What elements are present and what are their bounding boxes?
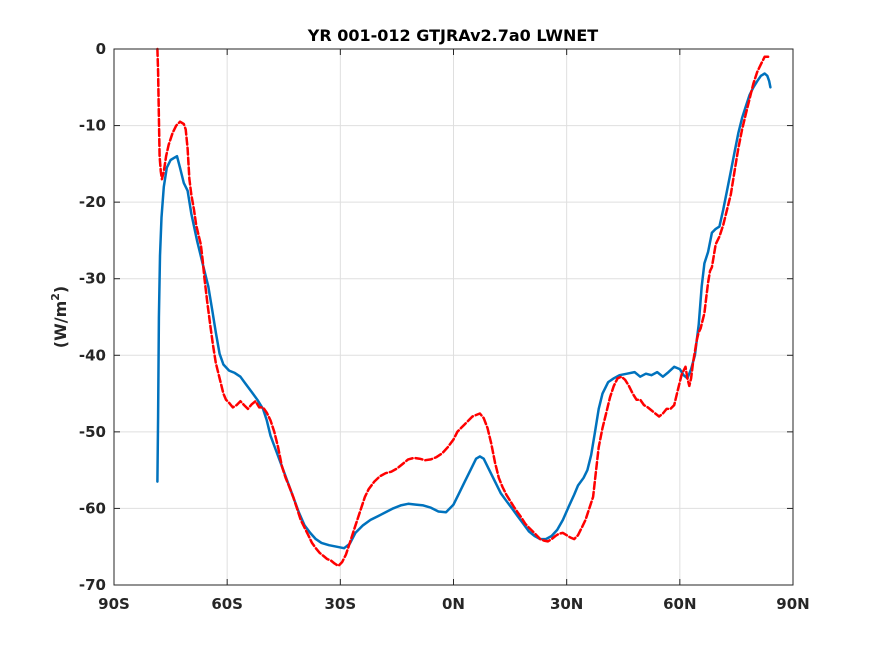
x-tick-label: 90N bbox=[776, 595, 809, 613]
series-line-1 bbox=[156, 72, 772, 550]
y-tick-label: -30 bbox=[79, 270, 106, 288]
y-tick-label: -40 bbox=[79, 346, 106, 364]
y-tick-label: -20 bbox=[79, 193, 106, 211]
x-tick-label: 60S bbox=[211, 595, 243, 613]
chart-title: YR 001-012 GTJRAv2.7a0 LWNET bbox=[307, 26, 599, 45]
y-tick-label: 0 bbox=[96, 40, 106, 58]
x-tick-label: 30S bbox=[324, 595, 356, 613]
grid-lines bbox=[114, 49, 793, 585]
x-tick-label: 0N bbox=[442, 595, 465, 613]
x-tick-label: 90S bbox=[98, 595, 130, 613]
series-layer bbox=[156, 47, 772, 568]
y-tick-label: -50 bbox=[79, 423, 106, 441]
x-tick-label: 30N bbox=[550, 595, 583, 613]
y-axis-label-superscript: 2 bbox=[49, 293, 62, 301]
y-axis-label: (W/m2) bbox=[49, 286, 70, 348]
y-tick-label: -60 bbox=[79, 499, 106, 517]
y-tick-label: -70 bbox=[79, 576, 106, 594]
y-tick-label: -10 bbox=[79, 117, 106, 135]
x-tick-label: 60N bbox=[663, 595, 696, 613]
tick-layer: 90S 60S 30S 0N 30N 60N 90N 0 -10 -20 -30 -40 -50 -60 -… bbox=[79, 40, 810, 613]
y-axis-label-unit: (W/m bbox=[51, 301, 70, 348]
y-axis-label-close: ) bbox=[51, 286, 70, 293]
series-line-2 bbox=[156, 47, 772, 568]
